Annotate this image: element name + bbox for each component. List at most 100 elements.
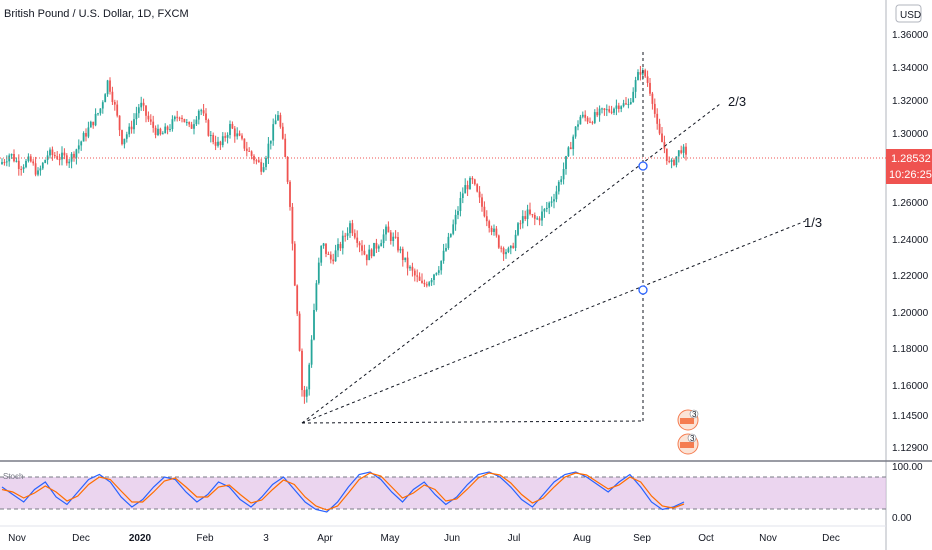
candle-body [142,102,145,106]
candle-body [416,275,419,277]
candle-body [505,252,507,255]
price-tick-label: 1.20000 [892,308,929,319]
candle-body [113,102,116,105]
earnings-event-icon[interactable]: 3 [677,409,699,431]
candle-body [627,104,630,106]
candle-body [217,141,219,146]
candle-body [634,80,637,92]
candle-body [298,313,301,351]
stoch-series [1,471,685,513]
candle-body [293,243,296,286]
candle-body [41,162,44,169]
candle-body [190,124,193,129]
candle-body [289,181,291,207]
price-tick-label: 1.18000 [892,344,929,355]
candle-body [632,91,635,103]
candle-body [589,121,591,123]
candle-body [519,223,522,225]
candle-body [121,130,123,145]
dividend-event-icon[interactable]: 3 [677,433,699,455]
fan-line-1-3[interactable] [301,219,809,424]
candle-body [471,178,474,180]
candle-body [341,235,344,249]
time-tick-label: Dec [822,533,840,544]
candle-body [3,162,6,164]
candle-body [207,120,210,136]
candle-body [385,226,387,235]
candle-body [219,141,222,146]
candle-body [303,390,306,397]
fan-base-line[interactable] [301,420,644,424]
candle-body [5,161,8,163]
candle-body [13,154,15,162]
candle-body [469,178,471,190]
candle-body [368,249,371,261]
last-price-badge[interactable] [886,149,932,184]
candle-body [459,198,462,212]
candle-body [610,111,613,113]
fib-fan-drawing[interactable] [301,52,809,424]
candle-body [565,156,567,170]
candle-body [437,270,440,273]
price-tick-label: 1.30000 [892,129,929,140]
currency-badge[interactable] [895,4,922,23]
candle-body [572,136,575,150]
candle-body [481,197,483,207]
candle-body [329,254,332,260]
candle-body [363,250,366,255]
candle-body [176,116,179,118]
candle-body [608,109,611,112]
candle-body [1,162,3,165]
price-tick-label: 1.22000 [892,271,929,282]
candle-body [680,150,683,153]
fan-handle-upper[interactable] [638,161,648,171]
candle-body [286,156,289,182]
candle-body [214,142,217,146]
candle-body [109,80,111,92]
candle-body [536,218,539,220]
candle-body [488,221,491,228]
price-tick-label: 1.36000 [892,30,929,41]
candle-body [22,167,25,170]
price-tick-label: 1.12900 [892,443,929,454]
candle-body [274,120,277,125]
time-tick-label: Jun [444,533,460,544]
candle-body [500,247,503,249]
candle-body [317,262,320,284]
candle-body [461,193,464,199]
candle-body [653,103,656,114]
candle-body [10,154,13,156]
candle-body [145,105,147,116]
candle-body [524,216,527,220]
candle-body [154,127,157,136]
candle-body [322,243,325,246]
candle-body [397,237,399,251]
symbol-title[interactable]: British Pound / U.S. Dollar, 1D, FXCM [4,8,189,20]
candle-body [137,107,140,114]
candle-body [665,148,668,161]
candle-body [349,223,351,234]
candle-body [202,110,205,114]
candle-body [70,153,73,162]
fan-handle-lower[interactable] [638,285,648,295]
candle-body [442,250,445,261]
candle-body [284,138,287,157]
candle-body [250,151,253,156]
candle-body [241,135,243,139]
fan-line-2-3[interactable] [301,103,721,424]
candle-body [73,153,75,158]
candle-body [521,216,524,224]
candle-body [370,249,373,257]
price-axis[interactable] [886,0,932,460]
main-pane[interactable] [0,0,886,460]
stoch-band [0,477,886,509]
candle-body [39,168,42,171]
stoch-legend[interactable]: Stoch [3,472,23,481]
candle-body [255,160,258,162]
time-axis-ticks: Nov Dec 2020 Feb 3 Apr May Jun Jul Aug Sep Oct Nov De… [8,533,840,544]
candle-body [233,128,236,137]
candle-body [77,145,80,150]
candle-body [61,152,63,160]
candle-body [605,109,608,111]
